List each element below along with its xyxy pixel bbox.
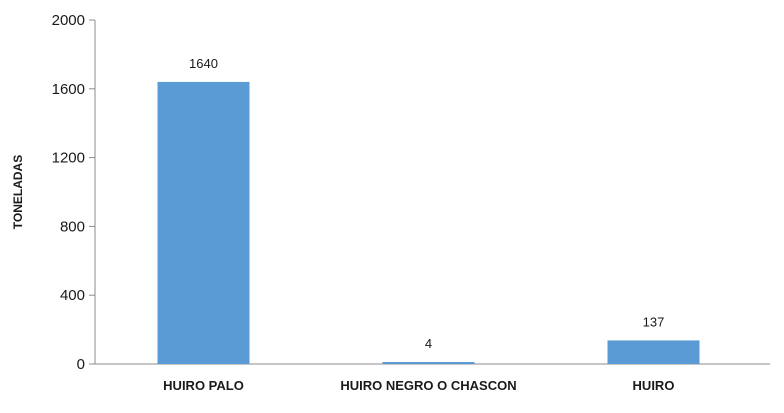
x-axis: HUIRO PALO HUIRO NEGRO O CHASCON HUIRO [95,363,770,393]
data-labels: 1640 4 137 [189,56,664,351]
bar-value-label: 1640 [189,56,218,71]
y-tick-label: 1600 [52,81,85,98]
x-category-label: HUIRO [633,378,675,393]
bars [157,81,700,365]
x-category-label: HUIRO PALO [163,378,244,393]
bar-value-label: 137 [643,314,665,329]
y-axis-title: TONELADAS [11,155,25,229]
bar [382,362,475,364]
y-tick-label: 0 [77,356,85,373]
bar-value-label: 4 [425,336,432,351]
y-tick-label: 1200 [52,150,85,167]
bar [157,81,250,365]
y-tick-label: 2000 [52,12,85,29]
bar [607,340,700,364]
y-tick-label: 800 [60,218,85,235]
y-tick-label: 400 [60,287,85,304]
y-axis: 0 400 800 1200 1600 2000 [52,12,96,373]
x-category-label: HUIRO NEGRO O CHASCON [340,378,516,393]
